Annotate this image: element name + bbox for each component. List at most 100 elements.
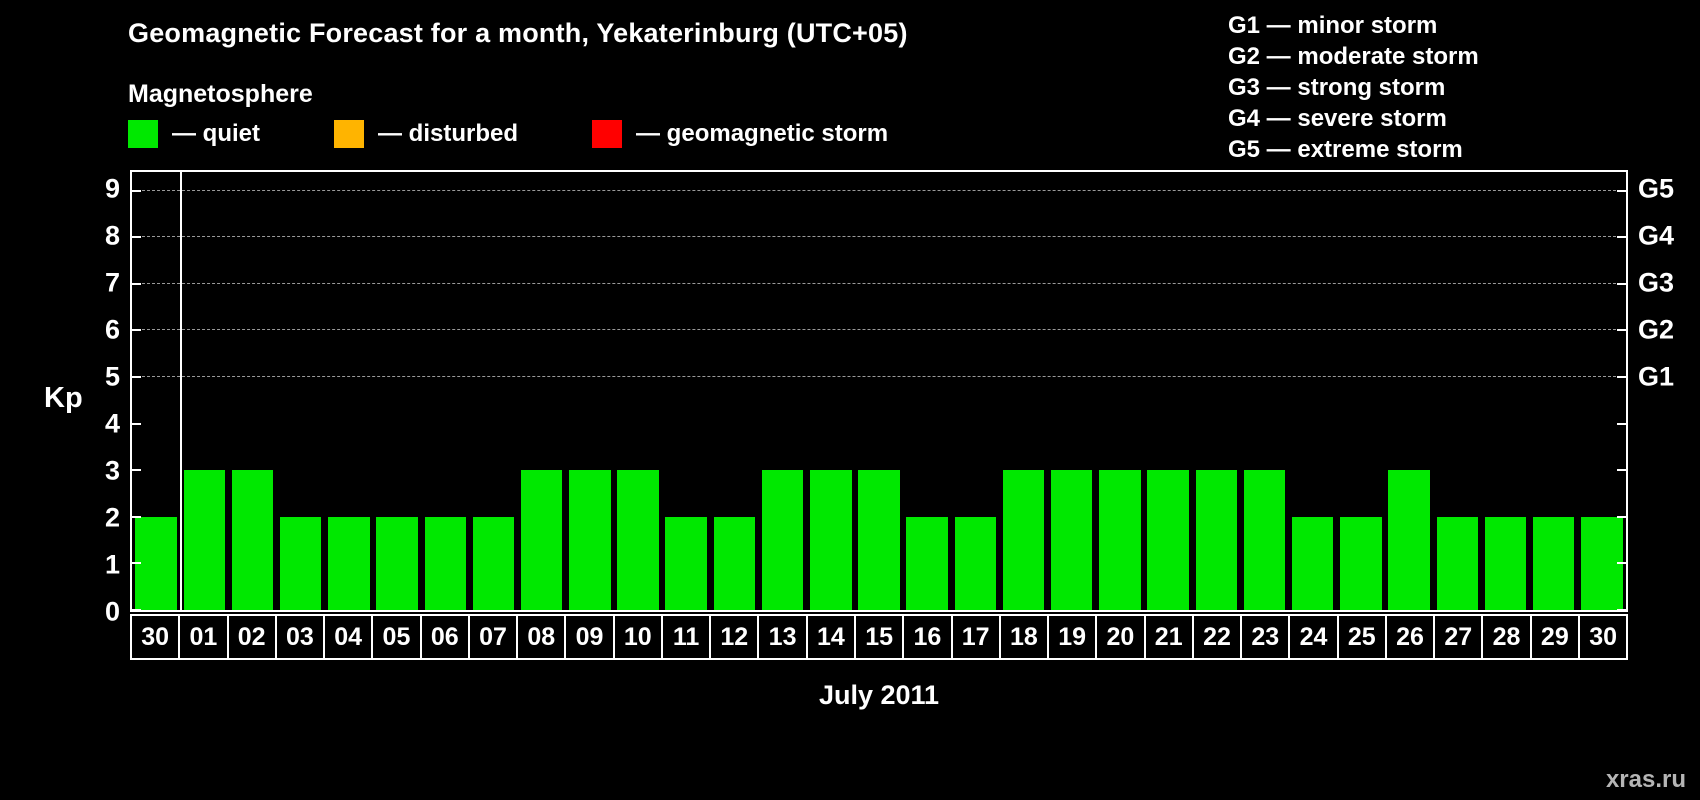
right-axis-tick	[1617, 515, 1626, 518]
kp-bar	[569, 470, 611, 610]
x-axis-title: July 2011	[818, 680, 940, 710]
kp-bar	[906, 516, 948, 610]
gridline-kp-9	[132, 189, 1626, 191]
bar-cell-day-27	[1433, 172, 1481, 610]
kp-bar	[1292, 516, 1334, 610]
bar-cell-day-22	[1192, 172, 1240, 610]
y-tick-label-0: 0	[104, 596, 120, 627]
bar-cell-day-20	[1096, 172, 1144, 610]
y-tick-label-7: 7	[104, 267, 120, 298]
legend-item-quiet: — quiet	[128, 120, 260, 148]
right-axis-label-g4: G4	[1638, 220, 1675, 251]
y-tick-label-1: 1	[104, 549, 120, 580]
legend-item-geomagnetic-storm: — geomagnetic storm	[592, 120, 888, 148]
kp-bar	[1051, 470, 1093, 610]
right-axis-g-labels: G1 G2 G3 G4 G5	[1638, 170, 1700, 612]
kp-bar	[665, 516, 707, 610]
day-label-25: 25	[1336, 614, 1387, 660]
day-label-16: 16	[902, 614, 953, 660]
kp-bar	[520, 470, 563, 610]
kp-bar	[954, 516, 997, 610]
bar-cell-day-26	[1385, 172, 1433, 610]
kp-bar	[1436, 516, 1479, 610]
kp-bar	[1243, 470, 1286, 610]
left-axis-tick	[132, 562, 141, 565]
kp-bar	[1484, 516, 1527, 610]
kp-bar	[713, 516, 756, 610]
g-legend-line: G2 — moderate storm	[1228, 43, 1479, 70]
left-axis-tick	[132, 469, 141, 472]
y-tick-label-2: 2	[104, 502, 120, 533]
left-axis-tick	[132, 609, 141, 611]
day-label-30: 30	[1577, 614, 1629, 660]
y-tick-label-8: 8	[104, 220, 120, 251]
kp-bar	[810, 470, 852, 610]
day-label-11: 11	[660, 614, 712, 660]
bar-cell-day-30	[1578, 172, 1626, 610]
kp-bar	[1002, 470, 1045, 610]
watermark: xras.ru	[1605, 766, 1686, 793]
kp-bar	[135, 516, 177, 610]
day-label-20: 20	[1095, 614, 1146, 660]
magnetosphere-heading: Magnetosphere	[128, 80, 313, 108]
bar-cell-day-30	[132, 172, 180, 610]
day-label-26: 26	[1384, 614, 1436, 660]
g-legend-line: G5 — extreme storm	[1228, 136, 1463, 163]
geomagnetic-storm-swatch-icon	[592, 120, 623, 148]
y-tick-label-4: 4	[104, 408, 120, 439]
right-axis-tick	[1617, 562, 1626, 565]
day-label-05: 05	[371, 614, 422, 660]
kp-bar	[279, 516, 322, 610]
bar-cell-day-23	[1240, 172, 1288, 610]
bar-cell-day-21	[1144, 172, 1192, 610]
chart-title: Geomagnetic Forecast for a month, Yekate…	[128, 18, 908, 48]
day-label-04: 04	[323, 614, 374, 660]
y-axis-tick-labels: 0 1 2 3 4 5 6 7 8 9	[58, 170, 120, 625]
kp-bar	[1581, 516, 1623, 610]
right-axis-label-g1: G1	[1638, 361, 1675, 392]
bar-cell-day-09	[566, 172, 614, 610]
left-axis-tick	[132, 282, 141, 285]
gridline-kp-8	[132, 236, 1626, 238]
day-label-01: 01	[178, 614, 229, 660]
day-label-10: 10	[612, 614, 663, 660]
bar-cell-day-16	[903, 172, 951, 610]
kp-bar	[1532, 516, 1575, 610]
kp-bar	[1195, 470, 1238, 610]
gridline-kp-6	[132, 329, 1626, 331]
kp-bar	[1099, 470, 1141, 610]
bar-cell-day-02	[228, 172, 276, 610]
kp-bar	[761, 470, 804, 610]
kp-bar	[328, 516, 370, 610]
legend-item-label: — disturbed	[378, 120, 519, 147]
bar-cell-day-15	[855, 172, 903, 610]
bar-cell-day-06	[421, 172, 469, 610]
left-axis-tick	[132, 189, 141, 192]
y-tick-label-5: 5	[104, 361, 120, 392]
bar-cell-day-08	[518, 172, 566, 610]
plot-area	[130, 170, 1628, 612]
right-axis-tick	[1617, 236, 1626, 239]
day-label-17: 17	[950, 614, 1001, 660]
right-axis-label-g2: G2	[1638, 314, 1675, 345]
bar-cell-day-19	[1048, 172, 1096, 610]
left-axis-tick	[132, 422, 141, 425]
bar-cell-day-17	[951, 172, 999, 610]
magnetosphere-legend: — quiet — disturbed — geomagnetic storm	[128, 120, 888, 148]
left-axis-tick	[132, 329, 141, 332]
day-label-30: 30	[130, 614, 181, 660]
g-legend-line: G3 — strong storm	[1228, 74, 1446, 101]
bar-cell-day-11	[662, 172, 710, 610]
day-label-07: 07	[467, 614, 519, 660]
bar-cell-day-25	[1337, 172, 1385, 610]
left-axis-tick	[132, 236, 141, 239]
right-axis-tick	[1617, 376, 1626, 379]
bar-cell-day-28	[1481, 172, 1529, 610]
g-scale-legend: G1 — minor storm G2 — moderate storm G3 — …	[1228, 10, 1479, 165]
quiet-swatch-icon	[128, 120, 158, 148]
y-axis-label: Kp	[44, 382, 83, 414]
gridline-kp-7	[132, 282, 1626, 284]
kp-bar	[1340, 516, 1382, 610]
legend-item-label: — quiet	[172, 120, 260, 147]
